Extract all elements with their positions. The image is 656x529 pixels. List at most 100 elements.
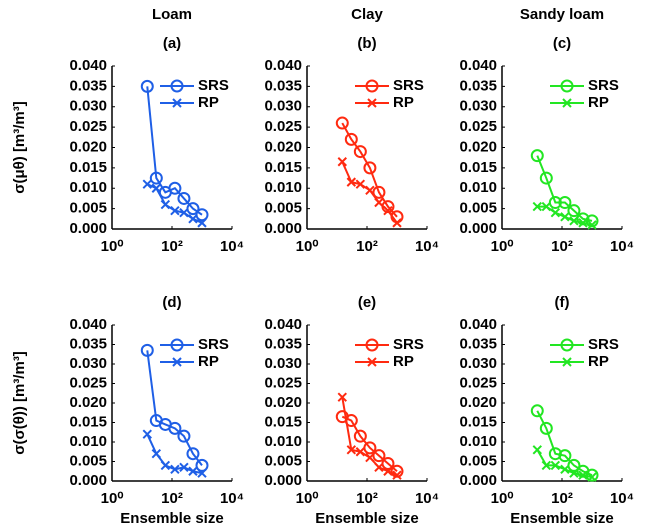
- x-tick-label: 10²: [161, 238, 183, 255]
- point: [532, 445, 542, 455]
- column-title: Loam: [152, 6, 192, 23]
- point: [550, 460, 561, 471]
- legend-label: SRS: [393, 77, 424, 94]
- x-tick-label: 10²: [551, 238, 573, 255]
- legend-marker: [367, 98, 377, 108]
- point: [168, 421, 182, 435]
- y-tick-label: 0.035: [459, 335, 497, 352]
- legend-label: SRS: [588, 336, 619, 353]
- point: [355, 179, 366, 189]
- series-line: [341, 161, 398, 224]
- y-tick-label: 0.025: [69, 118, 107, 135]
- y-tick-label: 0.000: [264, 472, 302, 489]
- y-tick-label: 0.025: [459, 374, 497, 391]
- legend-label: RP: [393, 94, 414, 111]
- legend-label: RP: [588, 94, 609, 111]
- point: [548, 447, 562, 461]
- y-tick-label: 0.010: [264, 179, 302, 196]
- point: [550, 207, 561, 218]
- y-tick-label: 0.015: [69, 159, 107, 176]
- legend-marker: [170, 79, 184, 93]
- point: [374, 197, 384, 208]
- y-tick-label: 0.025: [264, 118, 302, 135]
- y-tick-label: 0.020: [264, 394, 302, 411]
- y-tick-label: 0.005: [264, 452, 302, 469]
- point: [337, 157, 347, 167]
- x-tick-label: 10⁰: [296, 490, 319, 507]
- point: [151, 448, 162, 459]
- point: [567, 204, 581, 218]
- point: [539, 171, 553, 185]
- point: [558, 449, 572, 463]
- point: [188, 214, 198, 224]
- point: [374, 462, 384, 473]
- point: [177, 429, 191, 443]
- x-tick-label: 10²: [356, 490, 378, 507]
- y-tick-label: 0.030: [459, 98, 497, 115]
- y-tick-label: 0.000: [459, 220, 497, 237]
- x-tick-label: 10⁴: [220, 490, 244, 507]
- point: [151, 183, 162, 193]
- y-tick-label: 0.015: [69, 413, 107, 430]
- series-line: [146, 350, 203, 467]
- point: [353, 145, 367, 159]
- point: [530, 404, 544, 418]
- y-tick-label: 0.000: [69, 220, 107, 237]
- y-tick-label: 0.010: [69, 179, 107, 196]
- y-tick-label: 0.015: [459, 413, 497, 430]
- y-tick-label: 0.040: [459, 57, 497, 74]
- y-tick-label: 0.040: [69, 57, 107, 74]
- point: [585, 214, 599, 228]
- point: [346, 445, 357, 455]
- point: [160, 199, 171, 210]
- y-tick-label: 0.015: [264, 159, 302, 176]
- point: [558, 196, 572, 210]
- legend-marker: [562, 98, 572, 108]
- legend-marker: [365, 79, 379, 93]
- point: [195, 458, 209, 472]
- point: [560, 212, 570, 222]
- y-tick-label: 0.035: [459, 77, 497, 94]
- point: [140, 79, 154, 93]
- point: [197, 468, 207, 478]
- y-tick-label: 0.020: [459, 394, 497, 411]
- y-axis-label: σ(σ(θ)) [m³/m³]: [11, 351, 28, 455]
- x-axis-label: Ensemble size: [315, 510, 418, 527]
- point: [142, 429, 152, 439]
- point: [179, 462, 189, 473]
- point: [383, 466, 393, 476]
- y-tick-label: 0.030: [264, 98, 302, 115]
- point: [346, 177, 357, 187]
- y-tick-label: 0.025: [69, 374, 107, 391]
- panel-label: (d): [162, 294, 181, 311]
- column-title: Clay: [351, 6, 383, 23]
- panel-label: (b): [357, 35, 376, 52]
- point: [587, 472, 597, 482]
- point: [569, 468, 579, 478]
- point: [569, 216, 579, 226]
- point: [372, 185, 386, 199]
- legend-marker: [365, 338, 379, 352]
- legend-marker: [562, 357, 572, 367]
- x-tick-label: 10²: [551, 490, 573, 507]
- legend-label: RP: [198, 94, 219, 111]
- y-tick-label: 0.025: [264, 374, 302, 391]
- panel-label: (a): [163, 35, 181, 52]
- y-tick-label: 0.030: [69, 98, 107, 115]
- point: [541, 201, 552, 212]
- y-tick-label: 0.025: [459, 118, 497, 135]
- y-tick-label: 0.000: [69, 472, 107, 489]
- y-tick-label: 0.015: [459, 159, 497, 176]
- column-title: Sandy loam: [520, 6, 604, 23]
- point: [177, 191, 191, 205]
- point: [344, 132, 358, 146]
- point: [160, 460, 171, 471]
- legend-marker: [170, 338, 184, 352]
- y-tick-label: 0.005: [459, 200, 497, 217]
- x-tick-label: 10⁴: [415, 490, 439, 507]
- point: [168, 181, 182, 195]
- point: [539, 421, 553, 435]
- point: [140, 343, 154, 357]
- point: [337, 392, 347, 402]
- point: [560, 464, 570, 475]
